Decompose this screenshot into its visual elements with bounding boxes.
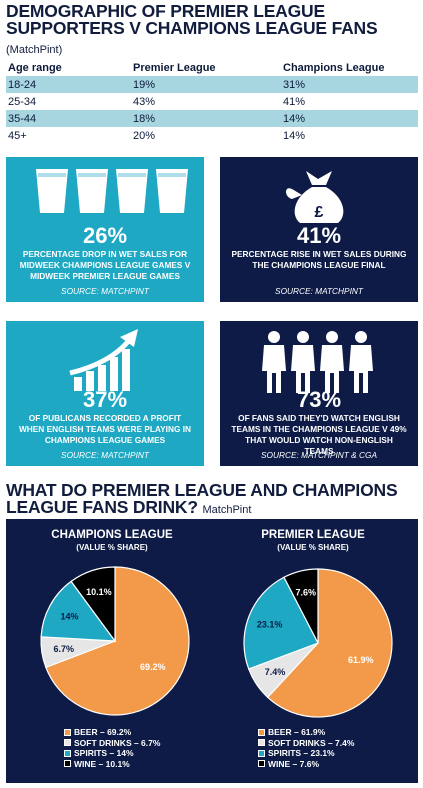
stat-source: SOURCE: MATCHPINT (61, 286, 149, 296)
legend-item: SOFT DRINKS – 6.7% (64, 738, 160, 749)
stat-value: 41% (296, 223, 342, 248)
stat-box-fans-watch: 73% OF FANS SAID THEY'D WATCH ENGLISH TE… (220, 321, 418, 466)
legend-swatch (258, 749, 265, 757)
chart-title: PREMIER LEAGUE (261, 529, 365, 541)
table-cell: 14% (283, 129, 306, 142)
stat-source: SOURCE: MATCHPINT (61, 450, 149, 460)
chart-legend: BEER – 61.9% SOFT DRINKS – 7.4% SPIRITS … (258, 727, 354, 769)
legend-label: BEER – 69.2% (74, 727, 132, 737)
table-row: 45+ 20% 14% (6, 127, 418, 144)
table-cell: 43% (133, 95, 156, 108)
table-cell: 45+ (8, 129, 27, 142)
slice-label: 61.9% (348, 655, 374, 665)
stat-description: PERCENTAGE DROP IN WET SALES FOR MIDWEEK… (19, 249, 191, 281)
people-icon (262, 331, 373, 393)
source-label: (MatchPint) (6, 44, 63, 56)
stat-description: OF FANS SAID THEY'D WATCH ENGLISH TEAMS … (231, 413, 407, 456)
section-title: WHAT DO PREMIER LEAGUE AND CHAMPIONS LEA… (6, 480, 421, 519)
legend-label: WINE – 7.6% (268, 758, 320, 769)
pint-glasses-icon (36, 169, 188, 213)
legend-label: SOFT DRINKS – 7.4% (268, 737, 355, 748)
table-cell: 19% (133, 78, 156, 91)
chart-subtitle: (VALUE % SHARE) (277, 543, 349, 552)
section-source: MatchPint (202, 504, 252, 516)
slice-label: 6.7% (54, 644, 75, 654)
legend-swatch (64, 728, 71, 736)
stat-value: 37% (82, 387, 128, 412)
stat-source: SOURCE: MATCHPINT (275, 286, 363, 296)
legend-item: SPIRITS – 23.1% (258, 748, 354, 759)
legend-item: SPIRITS – 14% (64, 748, 160, 759)
pie-slice-spirits (243, 576, 319, 670)
pie-charts: 69.2% 6.7% 14% 10.1% 61.9% 7.4% 23.1% 7.6% (40, 566, 393, 718)
slice-label: 7.4% (265, 667, 286, 677)
slice-label: 69.2% (140, 662, 166, 672)
pie-slice-spirits (40, 580, 117, 642)
growth-chart-icon (69, 329, 138, 391)
table-cell: 35-44 (8, 112, 37, 125)
stat-box-wet-sales-drop: 26% PERCENTAGE DROP IN WET SALES FOR MID… (6, 157, 204, 302)
pie-chart-panel: CHAMPIONS LEAGUE (VALUE % SHARE) PREMIER… (6, 519, 418, 783)
legend-swatch (258, 760, 265, 768)
table-row: 25-34 43% 41% (6, 93, 418, 110)
table-cell: 31% (283, 78, 306, 91)
chart-legend: BEER – 69.2% SOFT DRINKS – 6.7% SPIRITS … (64, 727, 160, 769)
section-title-text: WHAT DO PREMIER LEAGUE AND CHAMPIONS LEA… (6, 480, 398, 517)
table-cell: 41% (283, 95, 306, 108)
stat-box-wet-sales-rise: £ 41% PERCENTAGE RISE IN WET SALES DURIN… (220, 157, 418, 302)
stat-description: PERCENTAGE RISE IN WET SALES DURING THE … (231, 249, 407, 270)
table-cell: 25-34 (8, 95, 37, 108)
pie-slice-wine (283, 568, 319, 644)
legend-item: BEER – 69.2% (64, 727, 160, 738)
stat-box-publican-profit: 37% OF PUBLICANS RECORDED A PROFIT WHEN … (6, 321, 204, 466)
legend-item: BEER – 61.9% (258, 727, 354, 738)
slice-label: 14% (60, 611, 78, 621)
page-title: DEMOGRAPHIC OF PREMIER LEAGUE SUPPORTERS… (6, 1, 378, 38)
table-cell: 18% (133, 112, 156, 125)
column-header: Age range (8, 62, 62, 74)
legend-swatch (258, 728, 265, 736)
column-header: Premier League (133, 62, 216, 74)
legend-swatch (64, 760, 71, 768)
legend-item: SOFT DRINKS – 7.4% (258, 738, 354, 749)
demographics-table: Age range Premier League Champions Leagu… (6, 60, 418, 144)
legend-label: BEER – 61.9% (268, 727, 326, 737)
slice-label: 23.1% (257, 619, 283, 629)
money-bag-icon: £ (286, 171, 344, 223)
stat-source: SOURCE: MATCHPINT & CGA (260, 450, 377, 460)
legend-label: WINE – 10.1% (74, 758, 130, 769)
slice-label: 7.6% (295, 588, 316, 598)
chart-subtitle: (VALUE % SHARE) (76, 543, 148, 552)
table-cell: 18-24 (8, 78, 37, 91)
pie-slice-beer (266, 568, 393, 718)
legend-label: SPIRITS – 23.1% (268, 748, 335, 758)
svg-text:£: £ (315, 204, 324, 221)
legend-label: SOFT DRINKS – 6.7% (74, 737, 161, 748)
legend-swatch (258, 739, 265, 747)
pie-slice-beer (45, 566, 190, 716)
stat-value: 26% (82, 223, 128, 248)
legend-swatch (64, 739, 71, 747)
table-cell: 14% (283, 112, 306, 125)
table-header-row: Age range Premier League Champions Leagu… (6, 60, 418, 76)
stat-description: OF PUBLICANS RECORDED A PROFIT WHEN ENGL… (18, 413, 192, 445)
legend-item: WINE – 7.6% (258, 759, 354, 770)
legend-label: SPIRITS – 14% (74, 748, 134, 758)
legend-swatch (64, 749, 71, 757)
chart-title: CHAMPIONS LEAGUE (51, 529, 173, 541)
legend-item: WINE – 10.1% (64, 759, 160, 770)
table-cell: 20% (133, 129, 156, 142)
column-header: Champions League (283, 62, 385, 74)
pie-slice-wine (70, 566, 116, 643)
table-row: 35-44 18% 14% (6, 110, 418, 127)
stat-value: 73% (296, 387, 342, 412)
slice-label: 10.1% (86, 587, 112, 597)
table-row: 18-24 19% 31% (6, 76, 418, 93)
